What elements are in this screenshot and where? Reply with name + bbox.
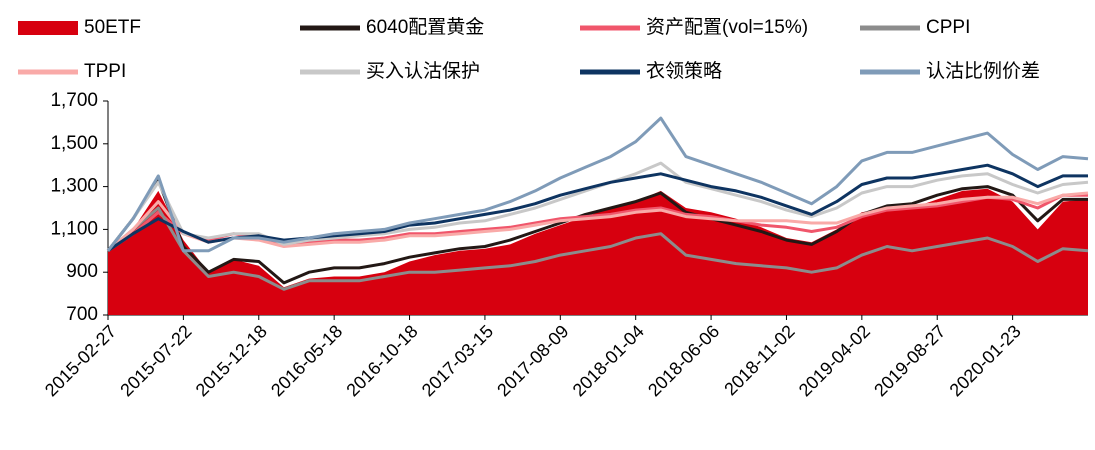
legend-label: CPPI	[926, 17, 970, 38]
x-tick-label: 2016-05-18	[267, 321, 346, 400]
x-tick-label: 2015-07-22	[116, 321, 195, 400]
y-tick-label: 1,700	[50, 90, 98, 111]
line	[107, 191, 1089, 252]
x-tick-label: 2018-01-04	[569, 321, 648, 400]
y-tick-label: 1,100	[50, 218, 98, 239]
x-tick-label: 2016-10-18	[342, 321, 421, 400]
y-tick-label: 1,300	[50, 176, 98, 197]
x-tick-label: 2020-01-23	[946, 321, 1025, 400]
x-tick-label: 2018-11-02	[720, 321, 798, 399]
x-tick-label: 2017-03-15	[418, 321, 497, 400]
legend-label: TPPI	[84, 61, 126, 82]
line	[106, 116, 1089, 253]
legend-label: 50ETF	[84, 17, 141, 38]
line	[107, 206, 1089, 291]
legend-swatch	[18, 21, 78, 35]
x-tick-label: 2019-08-27	[870, 321, 949, 400]
x-tick-label: 2015-12-18	[192, 321, 271, 400]
legend-label: 资产配置(vol=15%)	[646, 16, 808, 38]
x-tick-label: 2017-08-09	[493, 321, 572, 400]
legend-label: 衣领策略	[646, 60, 722, 82]
plot-area	[106, 116, 1089, 315]
x-tick-label: 2018-06-06	[644, 321, 723, 400]
legend-label: 买入认沽保护	[366, 60, 480, 82]
x-tick-label: 2015-02-27	[41, 321, 120, 400]
y-tick-label: 900	[66, 261, 98, 282]
y-tick-label: 1,500	[50, 133, 98, 154]
legend-label: 6040配置黄金	[366, 16, 484, 38]
line	[107, 163, 1088, 253]
x-tick-label: 2019-04-02	[795, 321, 874, 400]
legend-label: 认沽比例价差	[926, 60, 1040, 82]
line	[106, 178, 1088, 285]
y-tick-label: 700	[66, 304, 98, 325]
area	[108, 188, 1088, 315]
